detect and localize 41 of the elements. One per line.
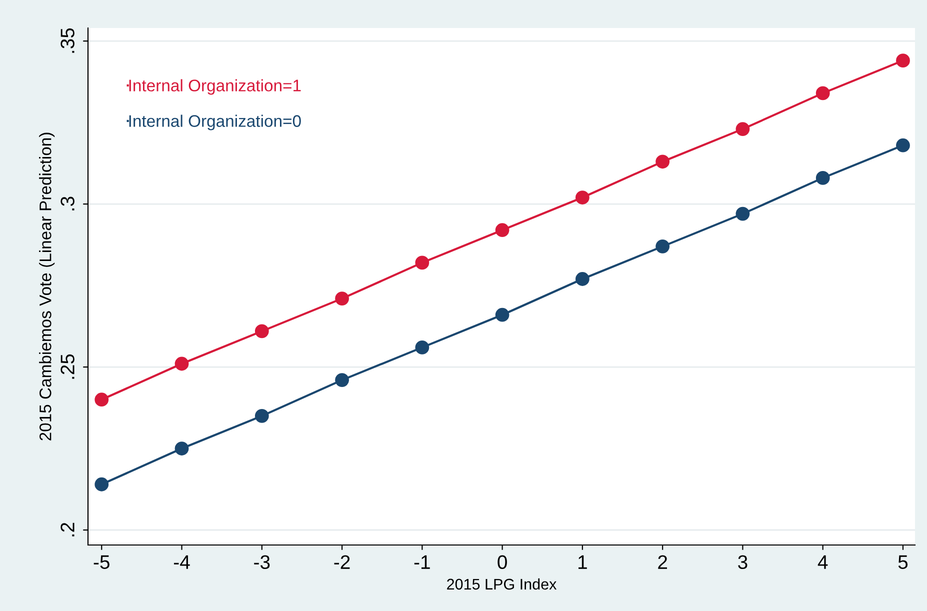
point — [254, 324, 269, 338]
point — [896, 54, 910, 68]
y-axis-title: 2015 Cambiemos Vote (Linear Prediction) — [39, 132, 55, 440]
y-tick-label: .2 — [60, 522, 74, 536]
point — [174, 442, 189, 456]
point — [94, 477, 109, 492]
point — [415, 340, 430, 354]
y-tick-label: .3 — [60, 196, 74, 210]
legend-label: Internal Organization=1 — [129, 79, 301, 95]
point — [896, 138, 910, 152]
point — [495, 308, 510, 322]
point — [415, 256, 430, 270]
x-tick-label: -3 — [254, 555, 270, 570]
point — [656, 239, 670, 254]
point — [335, 373, 349, 387]
point — [254, 408, 269, 423]
point — [495, 223, 510, 238]
point — [174, 356, 189, 371]
x-tick-label: -5 — [94, 555, 110, 570]
x-tick-label: -1 — [414, 555, 430, 569]
y-tick-label: .25 — [60, 354, 74, 379]
y-tick-label: .35 — [60, 28, 74, 53]
point — [335, 292, 349, 306]
x-tick-label: 5 — [898, 555, 908, 570]
x-axis-title: 2015 LPG Index — [447, 578, 557, 590]
point — [656, 154, 670, 169]
x-tick-label: 1 — [578, 555, 587, 569]
point — [816, 86, 830, 100]
legend-label: Internal Organization=0 — [129, 114, 301, 130]
point — [816, 171, 830, 185]
x-tick-label: 0 — [498, 555, 507, 570]
point — [736, 206, 750, 221]
x-tick-label: -4 — [174, 555, 190, 569]
x-tick-label: 4 — [818, 555, 828, 569]
x-tick-label: -2 — [334, 555, 350, 569]
point — [736, 122, 750, 136]
point — [575, 190, 590, 204]
point — [94, 392, 109, 407]
x-tick-label: 3 — [738, 555, 748, 570]
point — [575, 272, 590, 286]
x-tick-label: 2 — [658, 555, 668, 569]
